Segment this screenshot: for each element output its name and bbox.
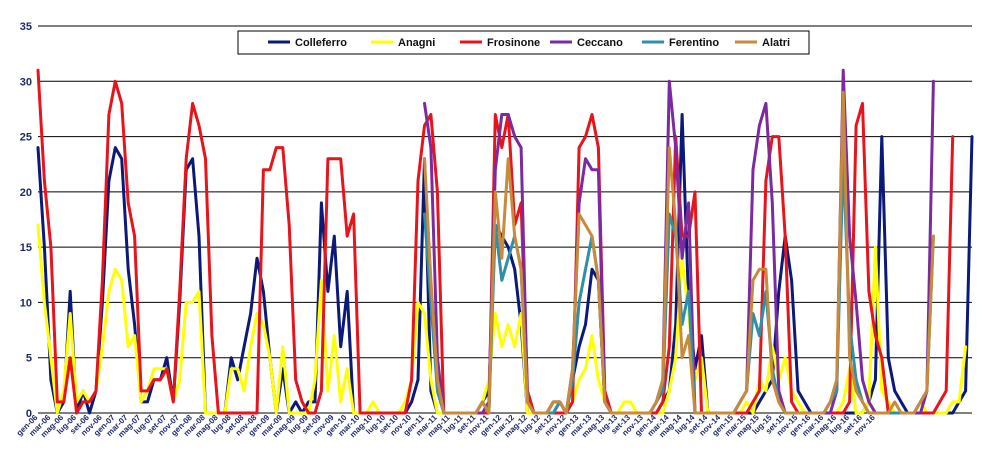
y-tick-label: 5 <box>26 353 32 365</box>
y-tick-label: 10 <box>20 297 32 309</box>
legend-label: Frosinone <box>487 37 540 49</box>
series-lines <box>36 68 974 415</box>
legend-label: Ferentino <box>669 37 719 49</box>
y-axis-ticks: 0 5 10 15 20 25 30 35 <box>20 21 32 420</box>
series-line-alatri <box>423 90 935 415</box>
legend-label: Anagni <box>398 37 435 49</box>
y-tick-label: 20 <box>20 187 32 199</box>
y-tick-label: 25 <box>20 132 32 144</box>
y-tick-label: 30 <box>20 76 32 88</box>
legend-box <box>237 30 810 55</box>
legend-label: Colleferro <box>295 37 347 49</box>
legend-label: Ceccano <box>577 37 623 49</box>
legend-label: Alatri <box>762 37 790 49</box>
y-tick-label: 15 <box>20 242 32 254</box>
y-tick-label: 35 <box>20 21 32 33</box>
legend: Colleferro Anagni Frosinone Ceccano Ferentin… <box>237 30 810 55</box>
series-line-colleferro <box>36 113 974 415</box>
series-line-ceccano <box>423 68 935 415</box>
y-tick-label: 0 <box>26 408 32 420</box>
x-axis-ticks: gen-06mar-06mag-06lug-06set-06nov-06gen-… <box>15 413 877 440</box>
